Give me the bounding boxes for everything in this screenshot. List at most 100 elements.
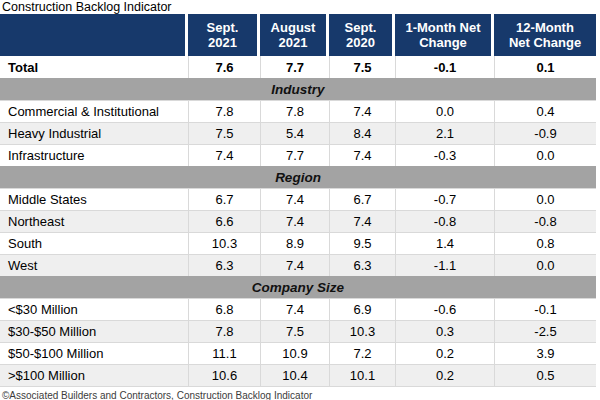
column-header-category xyxy=(0,14,188,56)
table-cell: -0.6 xyxy=(395,299,494,320)
table-row: Infrastructure 7.4 7.7 7.4 -0.3 0.0 xyxy=(0,144,596,166)
table-cell: 7.4 xyxy=(329,145,395,166)
table-row: West 6.3 7.4 6.3 -1.1 0.0 xyxy=(0,254,596,276)
table-cell: 0.3 xyxy=(395,321,494,342)
row-label: Commercial & Institutional xyxy=(0,101,188,122)
table-cell: 7.2 xyxy=(329,343,395,364)
table-cell: 7.8 xyxy=(188,101,260,122)
table-cell: 0.8 xyxy=(494,233,596,254)
column-header-12-month-net-change: 12-Month Net Change xyxy=(494,14,596,56)
row-label: Total xyxy=(0,56,188,78)
table-cell: 7.8 xyxy=(260,101,329,122)
table-cell: 8.9 xyxy=(260,233,329,254)
row-label: >$100 Million xyxy=(0,365,188,386)
column-header-line: August xyxy=(271,20,316,35)
column-header-line: Sept. xyxy=(207,20,239,35)
row-label: <$30 Million xyxy=(0,299,188,320)
table-row-total: Total 7.6 7.7 7.5 -0.1 0.1 xyxy=(0,56,596,78)
table-row: Commercial & Institutional 7.8 7.8 7.4 0… xyxy=(0,100,596,122)
column-header-august-2021: August 2021 xyxy=(260,14,329,56)
column-header-line: 12-Month xyxy=(516,20,574,35)
table-cell: 9.5 xyxy=(329,233,395,254)
table-cell: 6.8 xyxy=(188,299,260,320)
table-row: Heavy Industrial 7.5 5.4 8.4 2.1 -0.9 xyxy=(0,122,596,144)
table-cell: 10.9 xyxy=(260,343,329,364)
page: Construction Backlog Indicator Sept. 202… xyxy=(0,0,600,400)
table-cell: 0.1 xyxy=(494,56,596,78)
table-cell: 1.4 xyxy=(395,233,494,254)
row-label: West xyxy=(0,255,188,276)
backlog-table: Sept. 2021 August 2021 Sept. 2020 1-Mont… xyxy=(0,14,596,387)
table-row: $30-$50 Million 7.8 7.5 10.3 0.3 -2.5 xyxy=(0,320,596,342)
section-header-region: Region xyxy=(0,166,596,188)
row-label: Middle States xyxy=(0,189,188,210)
column-header-sept-2020: Sept. 2020 xyxy=(329,14,395,56)
table-cell: 0.2 xyxy=(395,343,494,364)
table-cell: 7.4 xyxy=(188,145,260,166)
table-cell: 10.4 xyxy=(260,365,329,386)
table-cell: 7.4 xyxy=(329,101,395,122)
table-cell: 7.4 xyxy=(329,211,395,232)
column-header-sept-2021: Sept. 2021 xyxy=(188,14,260,56)
table-cell: 11.1 xyxy=(188,343,260,364)
table-cell: 7.6 xyxy=(188,56,260,78)
section-header-company-size: Company Size xyxy=(0,276,596,298)
table-cell: 7.7 xyxy=(260,145,329,166)
row-label: Northeast xyxy=(0,211,188,232)
table-cell: 7.5 xyxy=(188,123,260,144)
table-cell: 0.2 xyxy=(395,365,494,386)
table-row: >$100 Million 10.6 10.4 10.1 0.2 0.5 xyxy=(0,364,596,386)
table-cell: 10.3 xyxy=(188,233,260,254)
table-row: South 10.3 8.9 9.5 1.4 0.8 xyxy=(0,232,596,254)
table-cell: 6.7 xyxy=(329,189,395,210)
row-label: Heavy Industrial xyxy=(0,123,188,144)
table-cell: 6.7 xyxy=(188,189,260,210)
section-header-industry: Industry xyxy=(0,78,596,100)
row-label: Infrastructure xyxy=(0,145,188,166)
table-cell: -0.8 xyxy=(494,211,596,232)
row-label: $30-$50 Million xyxy=(0,321,188,342)
table-cell: -0.8 xyxy=(395,211,494,232)
table-cell: 0.0 xyxy=(494,145,596,166)
column-header-line: 2020 xyxy=(346,35,375,50)
table-row: Northeast 6.6 7.4 7.4 -0.8 -0.8 xyxy=(0,210,596,232)
table-cell: -0.7 xyxy=(395,189,494,210)
table-row: Middle States 6.7 7.4 6.7 -0.7 0.0 xyxy=(0,188,596,210)
table-cell: 6.6 xyxy=(188,211,260,232)
table-cell: 7.4 xyxy=(260,211,329,232)
table-cell: -0.1 xyxy=(395,56,494,78)
column-header-line: 1-Month Net xyxy=(405,20,480,35)
table-cell: 7.4 xyxy=(260,189,329,210)
column-header-line: Sept. xyxy=(345,20,377,35)
source-note: ©Associated Builders and Contractors, Co… xyxy=(0,387,600,400)
table-row: <$30 Million 6.8 7.4 6.9 -0.6 -0.1 xyxy=(0,298,596,320)
table-cell: 6.3 xyxy=(329,255,395,276)
column-header-line: Change xyxy=(419,35,467,50)
row-label: South xyxy=(0,233,188,254)
column-header-line: Net Change xyxy=(509,35,581,50)
table-cell: 7.7 xyxy=(260,56,329,78)
table-cell: 7.4 xyxy=(260,299,329,320)
column-header-line: 2021 xyxy=(279,35,308,50)
table-cell: -0.3 xyxy=(395,145,494,166)
column-header-line: 2021 xyxy=(208,35,237,50)
table-cell: 0.0 xyxy=(494,255,596,276)
table-cell: 10.6 xyxy=(188,365,260,386)
table-cell: 6.3 xyxy=(188,255,260,276)
table-cell: 10.3 xyxy=(329,321,395,342)
table-cell: 7.8 xyxy=(188,321,260,342)
table-cell: 10.1 xyxy=(329,365,395,386)
table-header-row: Sept. 2021 August 2021 Sept. 2020 1-Mont… xyxy=(0,14,596,56)
row-label: $50-$100 Million xyxy=(0,343,188,364)
table-cell: 0.5 xyxy=(494,365,596,386)
page-title: Construction Backlog Indicator xyxy=(0,0,600,14)
table-cell: 8.4 xyxy=(329,123,395,144)
table-cell: 2.1 xyxy=(395,123,494,144)
table-cell: -0.1 xyxy=(494,299,596,320)
table-cell: -2.5 xyxy=(494,321,596,342)
table-cell: 0.4 xyxy=(494,101,596,122)
table-cell: 6.9 xyxy=(329,299,395,320)
table-cell: -1.1 xyxy=(395,255,494,276)
table-cell: 0.0 xyxy=(494,189,596,210)
table-cell: 3.9 xyxy=(494,343,596,364)
